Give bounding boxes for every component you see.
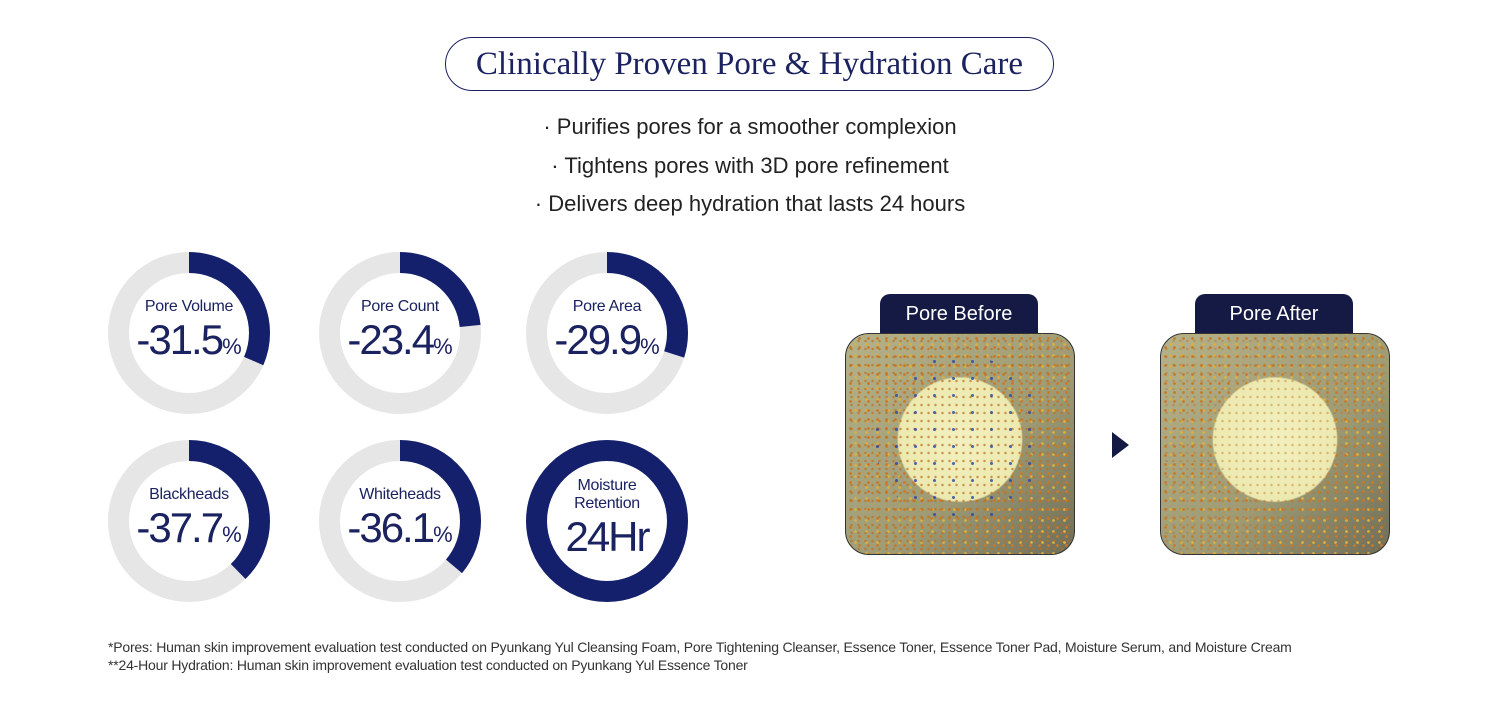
stat-label: Pore Volume xyxy=(144,297,234,315)
stat-label: Pore Area xyxy=(572,297,642,315)
gauge-fill xyxy=(319,440,481,602)
page-title: Clinically Proven Pore & Hydration Care xyxy=(445,37,1054,91)
gauge-fill xyxy=(108,252,270,414)
stat-number: 31.5 xyxy=(148,315,224,363)
benefit-item: · Delivers deep hydration that lasts 24 … xyxy=(534,191,966,216)
benefit-item: · Purifies pores for a smoother complexi… xyxy=(543,114,957,139)
gauge-fill xyxy=(526,440,688,602)
after-label: Pore After xyxy=(1195,294,1353,334)
stat-gauge: Whiteheads -36.1% xyxy=(318,439,482,603)
stat-label: Whiteheads xyxy=(359,485,441,503)
stat-number: 29.9 xyxy=(566,315,642,363)
stat-number: 23.4 xyxy=(359,315,435,363)
stat-number: 36.1 xyxy=(359,503,435,551)
stat-number: 24Hr xyxy=(565,512,650,560)
footnote: *Pores: Human skin improvement evaluatio… xyxy=(108,639,1292,655)
stat-label: Blackheads xyxy=(149,485,229,503)
pore-after-image xyxy=(1160,333,1390,555)
benefit-item: · Tightens pores with 3D pore refinement xyxy=(551,152,949,178)
stat-prefix: - xyxy=(136,503,150,551)
gauge-fill xyxy=(108,440,270,602)
stat-prefix: - xyxy=(554,315,568,363)
stat-value: -36.1% xyxy=(347,503,453,557)
before-label: Pore Before xyxy=(880,294,1038,334)
stat-unit: % xyxy=(433,521,453,547)
stat-prefix: - xyxy=(347,315,361,363)
stat-unit: % xyxy=(222,333,242,359)
footnote: **24-Hour Hydration: Human skin improvem… xyxy=(108,657,748,673)
stat-prefix: - xyxy=(136,315,150,363)
pore-before-image xyxy=(845,333,1075,555)
stat-value: 24Hr xyxy=(565,512,650,566)
stat-prefix: - xyxy=(347,503,361,551)
stat-gauge: Moisture Retention 24Hr xyxy=(525,439,689,603)
stat-unit: % xyxy=(433,333,453,359)
stat-unit: % xyxy=(640,333,660,359)
stat-number: 37.7 xyxy=(148,503,224,551)
stat-value: -29.9% xyxy=(554,315,660,369)
stat-value: -23.4% xyxy=(347,315,453,369)
stat-gauge: Pore Volume -31.5% xyxy=(107,251,271,415)
stat-gauge: Pore Area -29.9% xyxy=(525,251,689,415)
play-triangle-icon xyxy=(1112,432,1129,458)
stat-gauge: Pore Count -23.4% xyxy=(318,251,482,415)
gauge-fill xyxy=(319,252,481,414)
stat-label: Moisture Retention xyxy=(574,476,640,512)
benefit-list: · Purifies pores for a smoother complexi… xyxy=(0,108,1500,224)
stat-value: -37.7% xyxy=(136,503,242,557)
gauge-fill xyxy=(526,252,688,414)
stat-label: Pore Count xyxy=(361,297,439,315)
footnotes: *Pores: Human skin improvement evaluatio… xyxy=(108,638,1292,674)
stat-gauge: Blackheads -37.7% xyxy=(107,439,271,603)
stat-unit: % xyxy=(222,521,242,547)
stat-value: -31.5% xyxy=(136,315,242,369)
